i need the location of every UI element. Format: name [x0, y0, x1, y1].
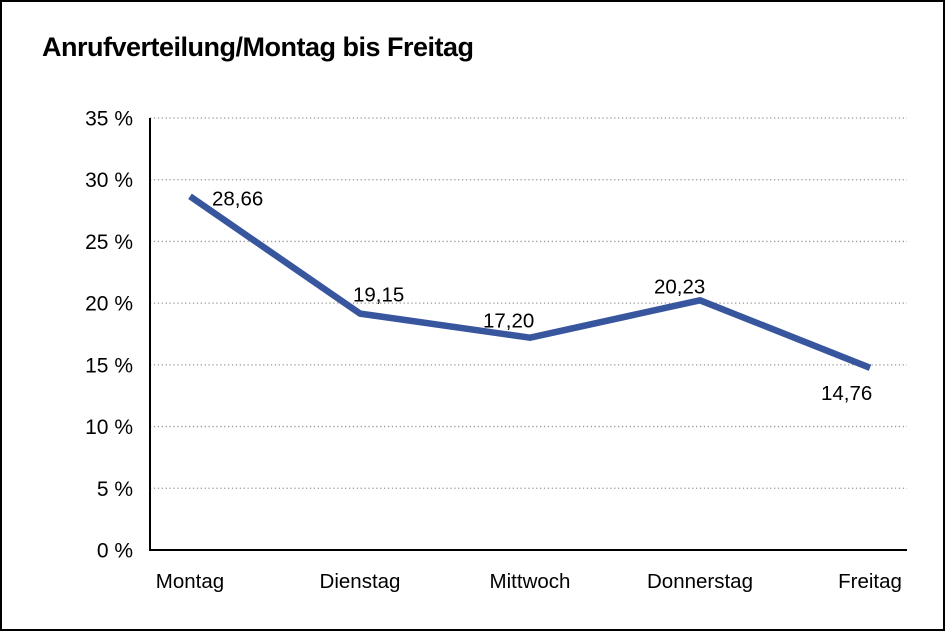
x-axis-label: Mittwoch	[490, 570, 571, 593]
x-axis-label: Donnerstag	[647, 570, 753, 593]
data-point-label: 14,76	[821, 382, 872, 405]
data-point-label: 17,20	[483, 310, 534, 333]
x-axis-label: Freitag	[838, 570, 902, 593]
y-axis-tick-label: 20 %	[85, 293, 133, 316]
data-point-label: 19,15	[353, 284, 404, 307]
chart-title: Anrufverteilung/Montag bis Freitag	[42, 32, 474, 62]
y-axis-tick-label: 25 %	[85, 231, 133, 254]
y-axis-tick-label: 35 %	[85, 108, 133, 131]
x-axis-label: Dienstag	[320, 570, 401, 593]
y-axis-tick-label: 30 %	[85, 169, 133, 192]
data-line	[188, 193, 872, 371]
y-axis-tick-label: 10 %	[85, 416, 133, 439]
data-point-label: 20,23	[654, 275, 705, 298]
y-axis-tick-label: 0 %	[97, 540, 133, 563]
y-axis-tick-label: 15 %	[85, 354, 133, 377]
data-point-label: 28,66	[212, 187, 263, 210]
y-axis-tick-label: 5 %	[97, 478, 133, 501]
x-axis-label: Montag	[156, 570, 224, 593]
